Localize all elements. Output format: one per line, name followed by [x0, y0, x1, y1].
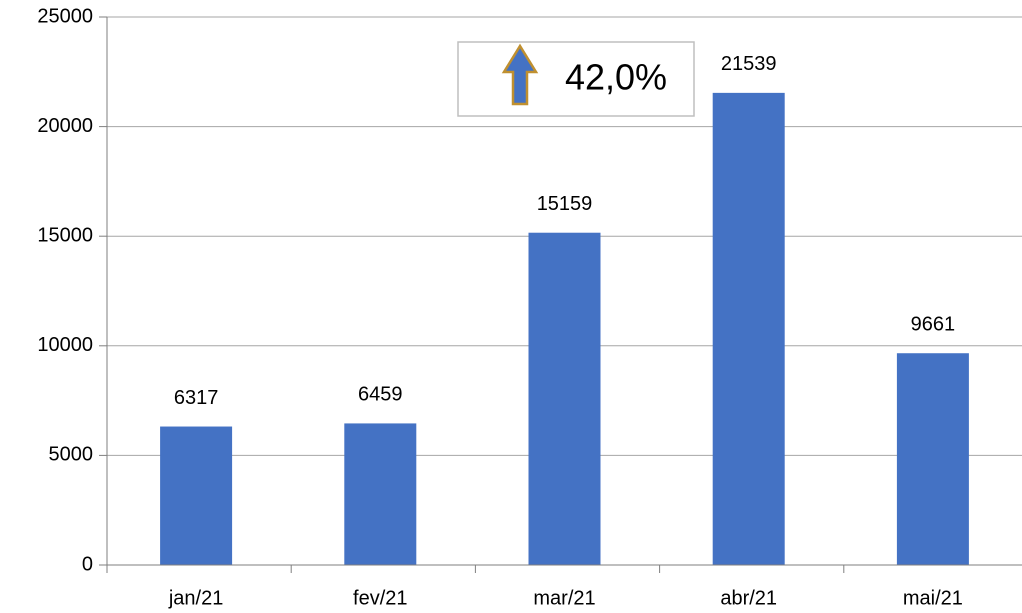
data-label: 15159: [537, 193, 593, 215]
x-tick-label: mar/21: [533, 587, 595, 609]
bar: [712, 92, 785, 566]
bar: [344, 423, 417, 565]
y-tick-label: 10000: [37, 334, 93, 356]
y-tick-label: 20000: [37, 115, 93, 137]
y-tick-label: 15000: [37, 224, 93, 246]
x-tick-label: jan/21: [168, 587, 224, 609]
bar: [896, 353, 969, 565]
data-label: 21539: [721, 53, 777, 75]
x-tick-label: fev/21: [353, 587, 407, 609]
data-label: 6459: [358, 384, 403, 406]
bar: [528, 232, 601, 565]
annotation-box: [457, 41, 695, 117]
y-tick-label: 25000: [37, 5, 93, 27]
data-label: 9661: [911, 314, 956, 336]
x-tick-label: abr/21: [720, 587, 777, 609]
data-label: 6317: [174, 387, 219, 409]
annotation-text: 42,0%: [565, 57, 667, 98]
y-tick-label: 5000: [49, 444, 94, 466]
up-arrow: [501, 43, 539, 106]
y-tick-label: 0: [82, 553, 93, 575]
bar: [160, 426, 233, 565]
x-tick-label: mai/21: [903, 587, 963, 609]
